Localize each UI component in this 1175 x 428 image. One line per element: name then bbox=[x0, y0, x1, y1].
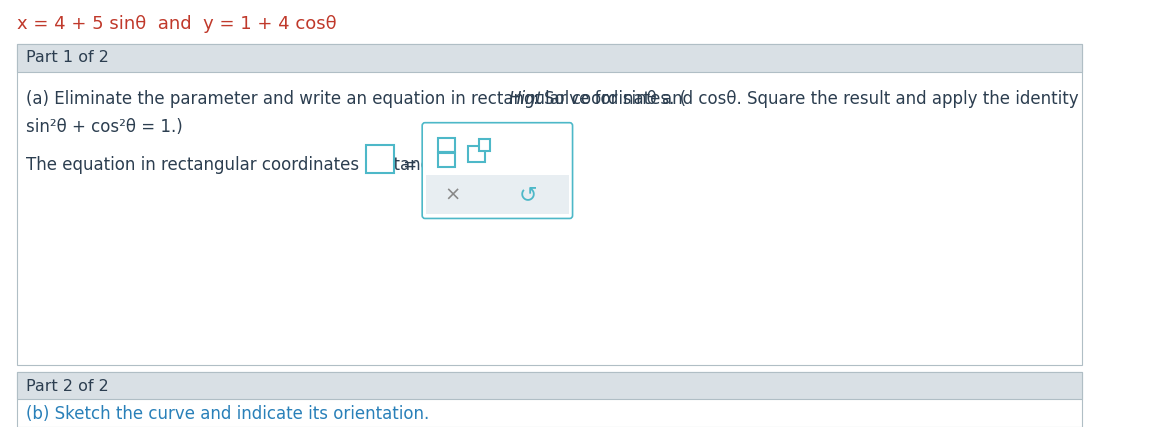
FancyBboxPatch shape bbox=[468, 146, 485, 162]
Text: Part 1 of 2: Part 1 of 2 bbox=[26, 51, 109, 65]
Text: : Solve for sinθ and cosθ. Square the result and apply the identity: : Solve for sinθ and cosθ. Square the re… bbox=[533, 90, 1079, 108]
Text: ↺: ↺ bbox=[518, 185, 537, 205]
FancyBboxPatch shape bbox=[438, 138, 455, 152]
Text: Hint: Hint bbox=[508, 90, 542, 108]
FancyBboxPatch shape bbox=[479, 139, 490, 151]
FancyBboxPatch shape bbox=[438, 153, 455, 166]
FancyBboxPatch shape bbox=[16, 372, 1082, 427]
FancyBboxPatch shape bbox=[16, 44, 1082, 365]
Text: ×: × bbox=[445, 186, 462, 205]
FancyBboxPatch shape bbox=[425, 175, 569, 214]
FancyBboxPatch shape bbox=[422, 123, 572, 218]
Text: x = 4 + 5 sinθ  and  y = 1 + 4 cosθ: x = 4 + 5 sinθ and y = 1 + 4 cosθ bbox=[16, 15, 336, 33]
Text: (b) Sketch the curve and indicate its orientation.: (b) Sketch the curve and indicate its or… bbox=[26, 405, 429, 423]
Text: = 1.: = 1. bbox=[398, 156, 438, 174]
FancyBboxPatch shape bbox=[367, 145, 394, 172]
FancyBboxPatch shape bbox=[16, 44, 1082, 72]
Text: (a) Eliminate the parameter and write an equation in rectangular coordinates. (: (a) Eliminate the parameter and write an… bbox=[26, 90, 686, 108]
Text: sin²θ + cos²θ = 1.): sin²θ + cos²θ = 1.) bbox=[26, 118, 183, 136]
FancyBboxPatch shape bbox=[16, 372, 1082, 399]
Text: The equation in rectangular coordinates in standard form is: The equation in rectangular coordinates … bbox=[26, 156, 522, 174]
FancyBboxPatch shape bbox=[425, 127, 569, 175]
Text: Part 2 of 2: Part 2 of 2 bbox=[26, 378, 109, 393]
